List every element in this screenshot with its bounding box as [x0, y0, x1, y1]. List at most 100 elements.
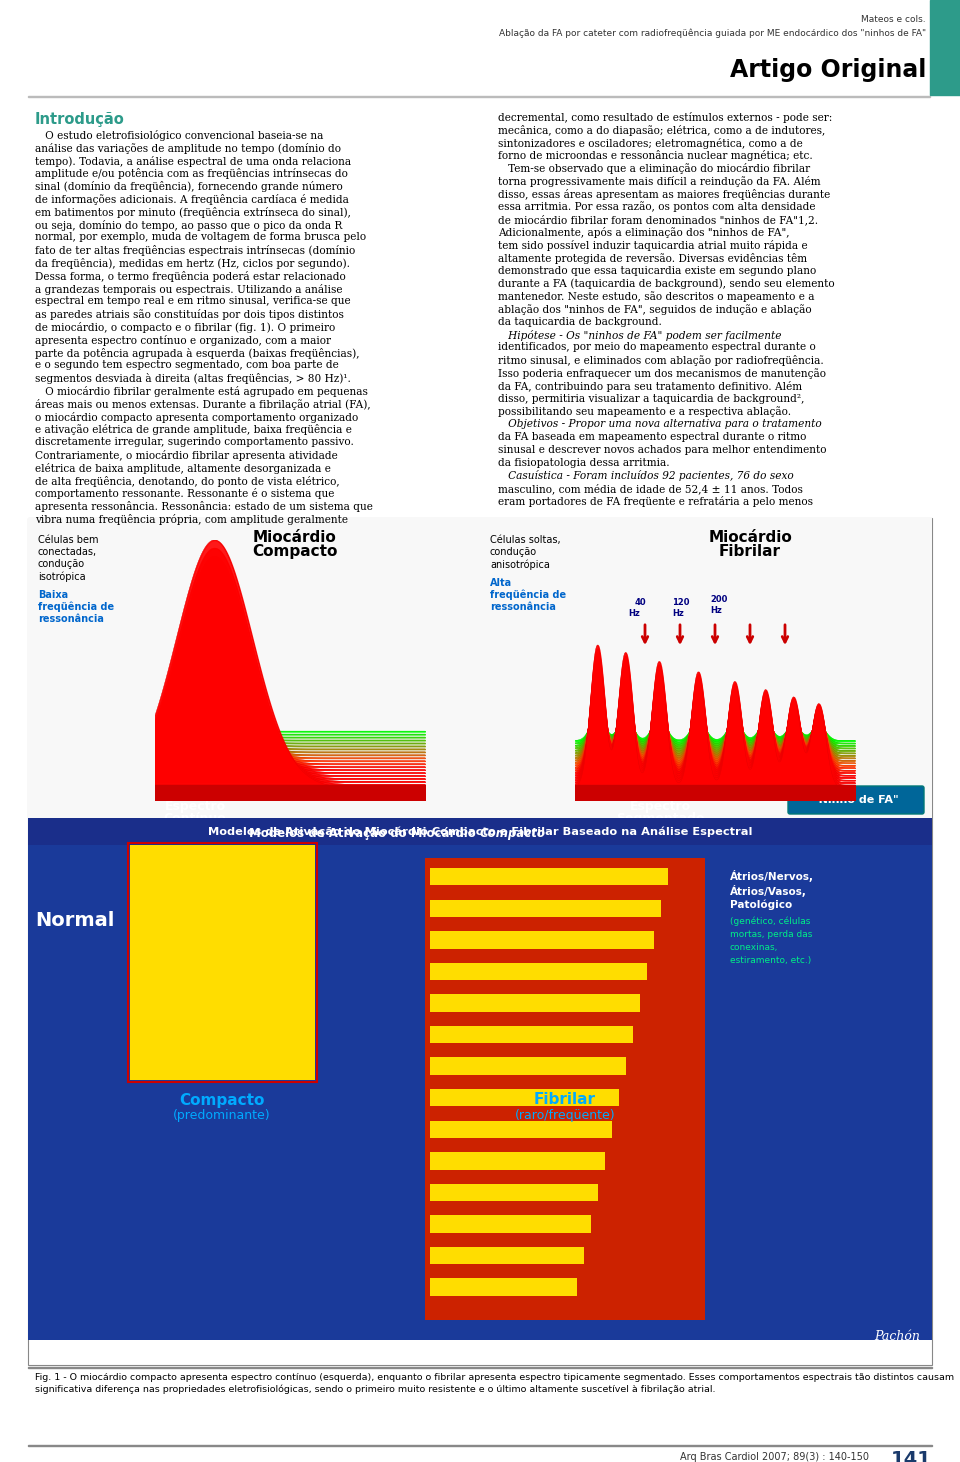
Text: (genético, células: (genético, células: [730, 917, 810, 927]
Text: sinal (domínio da freqüência), fornecendo grande número: sinal (domínio da freqüência), fornecend…: [35, 181, 343, 192]
Text: conectadas,: conectadas,: [38, 547, 97, 557]
Text: segmentos desviada à direita (altas freqüências, > 80 Hz)¹.: segmentos desviada à direita (altas freq…: [35, 373, 350, 385]
Text: tempo). Todavia, a análise espectral de uma onda relaciona: tempo). Todavia, a análise espectral de …: [35, 155, 351, 167]
Text: Isso poderia enfraquecer um dos mecanismos de manutenção: Isso poderia enfraquecer um dos mecanism…: [498, 368, 826, 379]
Bar: [430, 1057, 626, 1075]
Text: O estudo eletrofisiológico convencional baseia-se na: O estudo eletrofisiológico convencional …: [35, 130, 324, 140]
Text: e o segundo tem espectro segmentado, com boa parte de: e o segundo tem espectro segmentado, com…: [35, 361, 339, 370]
Text: Baixa: Baixa: [38, 591, 68, 599]
Text: Miocárdio: Miocárdio: [708, 531, 792, 545]
Text: discretamente irregular, sugerindo comportamento passivo.: discretamente irregular, sugerindo compo…: [35, 437, 354, 447]
Text: Espectro: Espectro: [630, 800, 690, 813]
Text: isotrópica: isotrópica: [38, 572, 85, 582]
Text: da fisiopatologia dessa arritmia.: da fisiopatologia dessa arritmia.: [498, 458, 670, 468]
Text: estiramento, etc.): estiramento, etc.): [730, 956, 811, 965]
Text: apresenta espectro contínuo e organizado, com a maior: apresenta espectro contínuo e organizado…: [35, 335, 331, 346]
Text: Células soltas,: Células soltas,: [490, 535, 561, 545]
Text: de miocárdio, o compacto e o fibrilar (fig. 1). O primeiro: de miocárdio, o compacto e o fibrilar (f…: [35, 322, 335, 333]
Bar: [28, 518, 932, 1366]
Bar: [425, 858, 705, 1320]
Text: em batimentos por minuto (freqüência extrínseca do sinal),: em batimentos por minuto (freqüência ext…: [35, 206, 350, 218]
Text: Objetivos - Propor uma nova alternativa para o tratamento: Objetivos - Propor uma nova alternativa …: [498, 420, 822, 430]
Text: de miocárdio fibrilar foram denominados "ninhos de FA"1,2.: de miocárdio fibrilar foram denominados …: [498, 215, 818, 225]
Text: forno de microondas e ressonância nuclear magnética; etc.: forno de microondas e ressonância nuclea…: [498, 151, 813, 161]
Text: (predominante): (predominante): [173, 1108, 271, 1121]
Text: Normal: Normal: [36, 911, 114, 930]
Text: Compacto: Compacto: [480, 827, 546, 841]
Bar: [930, 0, 960, 95]
Text: amplitude e/ou potência com as freqüências intrínsecas do: amplitude e/ou potência com as freqüênci…: [35, 168, 348, 180]
Bar: [430, 868, 668, 886]
Text: mecânica, como a do diapasão; elétrica, como a de indutores,: mecânica, como a do diapasão; elétrica, …: [498, 124, 826, 136]
Text: disso, permitiria visualizar a taquicardia de background²,: disso, permitiria visualizar a taquicard…: [498, 393, 804, 404]
Text: de alta freqüência, denotando, do ponto de vista elétrico,: de alta freqüência, denotando, do ponto …: [35, 475, 340, 487]
Text: Fibrilar: Fibrilar: [719, 544, 781, 558]
Bar: [28, 845, 932, 1341]
Text: Pachón: Pachón: [875, 1330, 920, 1344]
Text: decremental, como resultado de estímulos externos - pode ser:: decremental, como resultado de estímulos…: [498, 113, 832, 123]
Text: Artigo Original: Artigo Original: [730, 58, 926, 82]
Bar: [28, 819, 932, 845]
Text: torna progressivamente mais difícil a reindução da FA. Além: torna progressivamente mais difícil a re…: [498, 175, 821, 187]
Text: de informações adicionais. A freqüência cardíaca é medida: de informações adicionais. A freqüência …: [35, 194, 348, 205]
Bar: [28, 819, 932, 845]
Text: mortas, perda das: mortas, perda das: [730, 930, 812, 939]
Text: Contínuo: Contínuo: [163, 811, 227, 825]
Text: Patológico: Patológico: [730, 901, 792, 911]
Text: da FA baseada em mapeamento espectral durante o ritmo: da FA baseada em mapeamento espectral du…: [498, 431, 806, 442]
Text: normal, por exemplo, muda de voltagem de forma brusca pelo: normal, por exemplo, muda de voltagem de…: [35, 232, 366, 243]
Bar: [430, 1120, 612, 1137]
Text: tem sido possível induzir taquicardia atrial muito rápida e: tem sido possível induzir taquicardia at…: [498, 240, 807, 251]
Text: ritmo sinusal, e eliminados com ablação por radiofreqüência.: ritmo sinusal, e eliminados com ablação …: [498, 355, 824, 366]
Text: ablação dos "ninhos de FA", seguidos de indução e ablação: ablação dos "ninhos de FA", seguidos de …: [498, 304, 811, 314]
Text: Modelos de Ativação do Miocárdio Compacto e Fibrilar Baseado na Análise Espectra: Modelos de Ativação do Miocárdio Compact…: [207, 826, 753, 836]
Text: anisotrópica: anisotrópica: [490, 558, 550, 570]
Bar: [430, 899, 661, 917]
Text: Alta: Alta: [490, 577, 512, 588]
Text: Adicionalmente, após a eliminação dos "ninhos de FA",: Adicionalmente, após a eliminação dos "n…: [498, 227, 789, 238]
FancyBboxPatch shape: [788, 787, 924, 814]
Text: áreas mais ou menos extensas. Durante a fibrilação atrial (FA),: áreas mais ou menos extensas. Durante a …: [35, 399, 371, 409]
Bar: [430, 931, 654, 949]
Text: apresenta ressonância. Ressonância: estado de um sistema que: apresenta ressonância. Ressonância: esta…: [35, 501, 372, 512]
Text: Átrios/Nervos,: Átrios/Nervos,: [730, 870, 814, 882]
Text: conexinas,: conexinas,: [730, 943, 779, 952]
Text: Compacto: Compacto: [252, 544, 338, 558]
Text: (raro/freqüente): (raro/freqüente): [515, 1108, 615, 1121]
Text: altamente protegida de reversão. Diversas evidências têm: altamente protegida de reversão. Diversa…: [498, 253, 807, 263]
Bar: [430, 962, 647, 980]
Text: 40: 40: [635, 598, 647, 607]
Text: análise das variações de amplitude no tempo (domínio do: análise das variações de amplitude no te…: [35, 143, 341, 154]
Text: essa arritmia. Por essa razão, os pontos com alta densidade: essa arritmia. Por essa razão, os pontos…: [498, 202, 815, 212]
Bar: [430, 1089, 619, 1107]
Text: ou seja, domínio do tempo, ao passo que o pico da onda R: ou seja, domínio do tempo, ao passo que …: [35, 219, 343, 231]
Text: Fig. 1 - O miocárdio compacto apresenta espectro contínuo (esquerda), enquanto o: Fig. 1 - O miocárdio compacto apresenta …: [35, 1373, 954, 1395]
Text: Introdução: Introdução: [35, 113, 125, 127]
Text: sintonizadores e osciladores; eletromagnética, como a de: sintonizadores e osciladores; eletromagn…: [498, 137, 803, 149]
Text: demonstrado que essa taquicardia existe em segundo plano: demonstrado que essa taquicardia existe …: [498, 266, 816, 276]
Bar: [430, 1215, 591, 1232]
Text: Arq Bras Cardiol 2007; 89(3) : 140-150: Arq Bras Cardiol 2007; 89(3) : 140-150: [680, 1452, 869, 1462]
Text: Hz: Hz: [672, 610, 684, 618]
Text: freqüência de: freqüência de: [38, 602, 114, 613]
Text: Compacto: Compacto: [180, 1092, 265, 1108]
Text: identificados, por meio do mapeamento espectral durante o: identificados, por meio do mapeamento es…: [498, 342, 816, 352]
Text: masculino, com média de idade de 52,4 ± 11 anos. Todos: masculino, com média de idade de 52,4 ± …: [498, 484, 803, 494]
Text: ressonância: ressonância: [38, 614, 104, 624]
Bar: [430, 1247, 584, 1265]
Text: da FA, contribuindo para seu tratamento definitivo. Além: da FA, contribuindo para seu tratamento …: [498, 380, 803, 392]
Text: Tem-se observado que a eliminação do miocárdio fibrilar: Tem-se observado que a eliminação do mio…: [498, 164, 810, 174]
Text: Fibrilar: Fibrilar: [534, 1092, 596, 1108]
Bar: [130, 845, 315, 1080]
Text: o miocárdio compacto apresenta comportamento organizado: o miocárdio compacto apresenta comportam…: [35, 412, 358, 423]
Text: as paredes atriais são constituídas por dois tipos distintos: as paredes atriais são constituídas por …: [35, 308, 344, 320]
Text: disso, essas áreas apresentam as maiores freqüências durante: disso, essas áreas apresentam as maiores…: [498, 189, 830, 200]
Bar: [430, 1278, 577, 1295]
Text: condução: condução: [38, 558, 85, 569]
Bar: [128, 844, 317, 1082]
Text: 141: 141: [891, 1450, 932, 1462]
Text: e ativação elétrica de grande amplitude, baixa freqüência e: e ativação elétrica de grande amplitude,…: [35, 424, 352, 436]
Text: Hz: Hz: [710, 607, 722, 616]
Bar: [430, 1184, 598, 1202]
Text: Casuística - Foram incluídos 92 pacientes, 76 do sexo: Casuística - Foram incluídos 92 paciente…: [498, 471, 794, 481]
